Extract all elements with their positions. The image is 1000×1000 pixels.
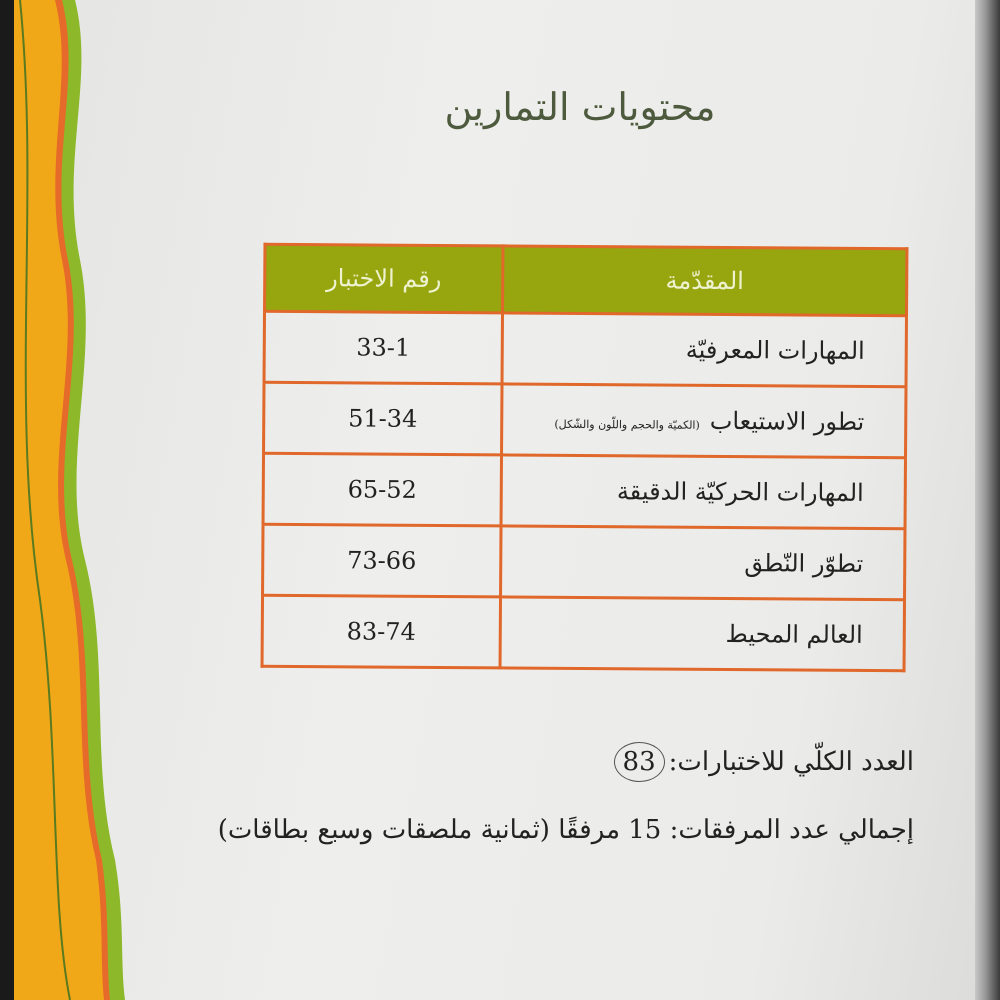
attachments-total: إجمالي عدد المرفقات: 15 مرفقًا (ثمانية م… <box>217 815 914 845</box>
page-edge <box>975 0 1000 1000</box>
row-label: تطوّر النّطق <box>500 525 906 600</box>
table-row: العالم المحيط 83-74 <box>262 595 905 671</box>
total-tests-value: 83 <box>613 742 665 782</box>
row-range: 73-66 <box>262 524 502 597</box>
row-range: 51-34 <box>263 382 503 455</box>
table-row: المهارات الحركيّة الدقيقة 65-52 <box>263 453 906 529</box>
contents-table: المقدّمة رقم الاختبار المهارات المعرفيّة… <box>261 243 909 672</box>
row-range: 33-1 <box>264 311 503 384</box>
total-tests: العدد الكلّي للاختبارات:83 <box>613 742 914 782</box>
row-label: تطور الاستيعاب(الكميّة والحجم واللّون وا… <box>501 383 907 458</box>
row-label: المهارات المعرفيّة <box>502 312 907 387</box>
table-header-row: المقدّمة رقم الاختبار <box>264 244 907 316</box>
header-test-number: رقم الاختبار <box>264 244 503 313</box>
table-row: المهارات المعرفيّة 33-1 <box>264 311 907 387</box>
row-note: (الكميّة والحجم واللّون والشّكل) <box>554 417 700 432</box>
row-label: المهارات الحركيّة الدقيقة <box>501 454 906 529</box>
row-range: 65-52 <box>263 453 502 526</box>
total-tests-label: العدد الكلّي للاختبارات: <box>668 747 914 777</box>
row-label: العالم المحيط <box>500 596 905 671</box>
row-range: 83-74 <box>262 595 501 668</box>
book-page <box>0 0 978 1000</box>
table-row: تطوّر النّطق 73-66 <box>262 524 906 600</box>
table-row: تطور الاستيعاب(الكميّة والحجم واللّون وا… <box>263 382 907 458</box>
header-section: المقدّمة <box>502 245 907 316</box>
page-title: محتويات التمارين <box>444 85 716 129</box>
decorative-border-strip <box>0 0 125 1000</box>
